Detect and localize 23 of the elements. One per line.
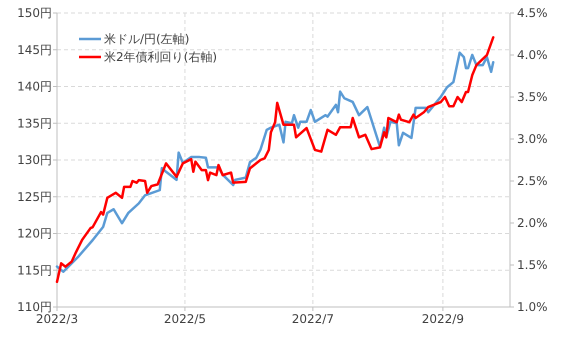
x-tick-label: 2022/5	[164, 312, 206, 326]
y2-tick-label: 1.5%	[517, 258, 548, 272]
y-tick-label: 150円	[17, 6, 52, 20]
y2-tick-label: 1.0%	[517, 300, 548, 314]
y-tick-label: 125円	[17, 190, 52, 204]
y2-tick-label: 2.0%	[517, 216, 548, 230]
legend-label: 米2年債利回り(右軸)	[104, 50, 217, 64]
y2-tick-label: 2.5%	[517, 174, 548, 188]
y-tick-label: 110円	[17, 300, 52, 314]
y-tick-label: 115円	[17, 263, 52, 278]
legend-label: 米ドル/円(左軸)	[104, 32, 190, 46]
x-tick-label: 2022/7	[292, 312, 334, 326]
x-tick-label: 2022/9	[422, 312, 464, 326]
y-tick-label: 140円	[17, 80, 52, 94]
y2-tick-label: 3.5%	[517, 90, 548, 104]
y-tick-label: 145円	[17, 42, 52, 57]
y-tick-label: 135円	[17, 116, 52, 130]
y2-tick-label: 4.0%	[517, 48, 548, 62]
y-tick-label: 120円	[17, 226, 52, 240]
y2-tick-label: 4.5%	[517, 6, 548, 20]
x-tick-label: 2022/3	[36, 312, 78, 326]
y2-tick-label: 3.0%	[517, 132, 548, 146]
y-tick-label: 130円	[17, 153, 52, 167]
